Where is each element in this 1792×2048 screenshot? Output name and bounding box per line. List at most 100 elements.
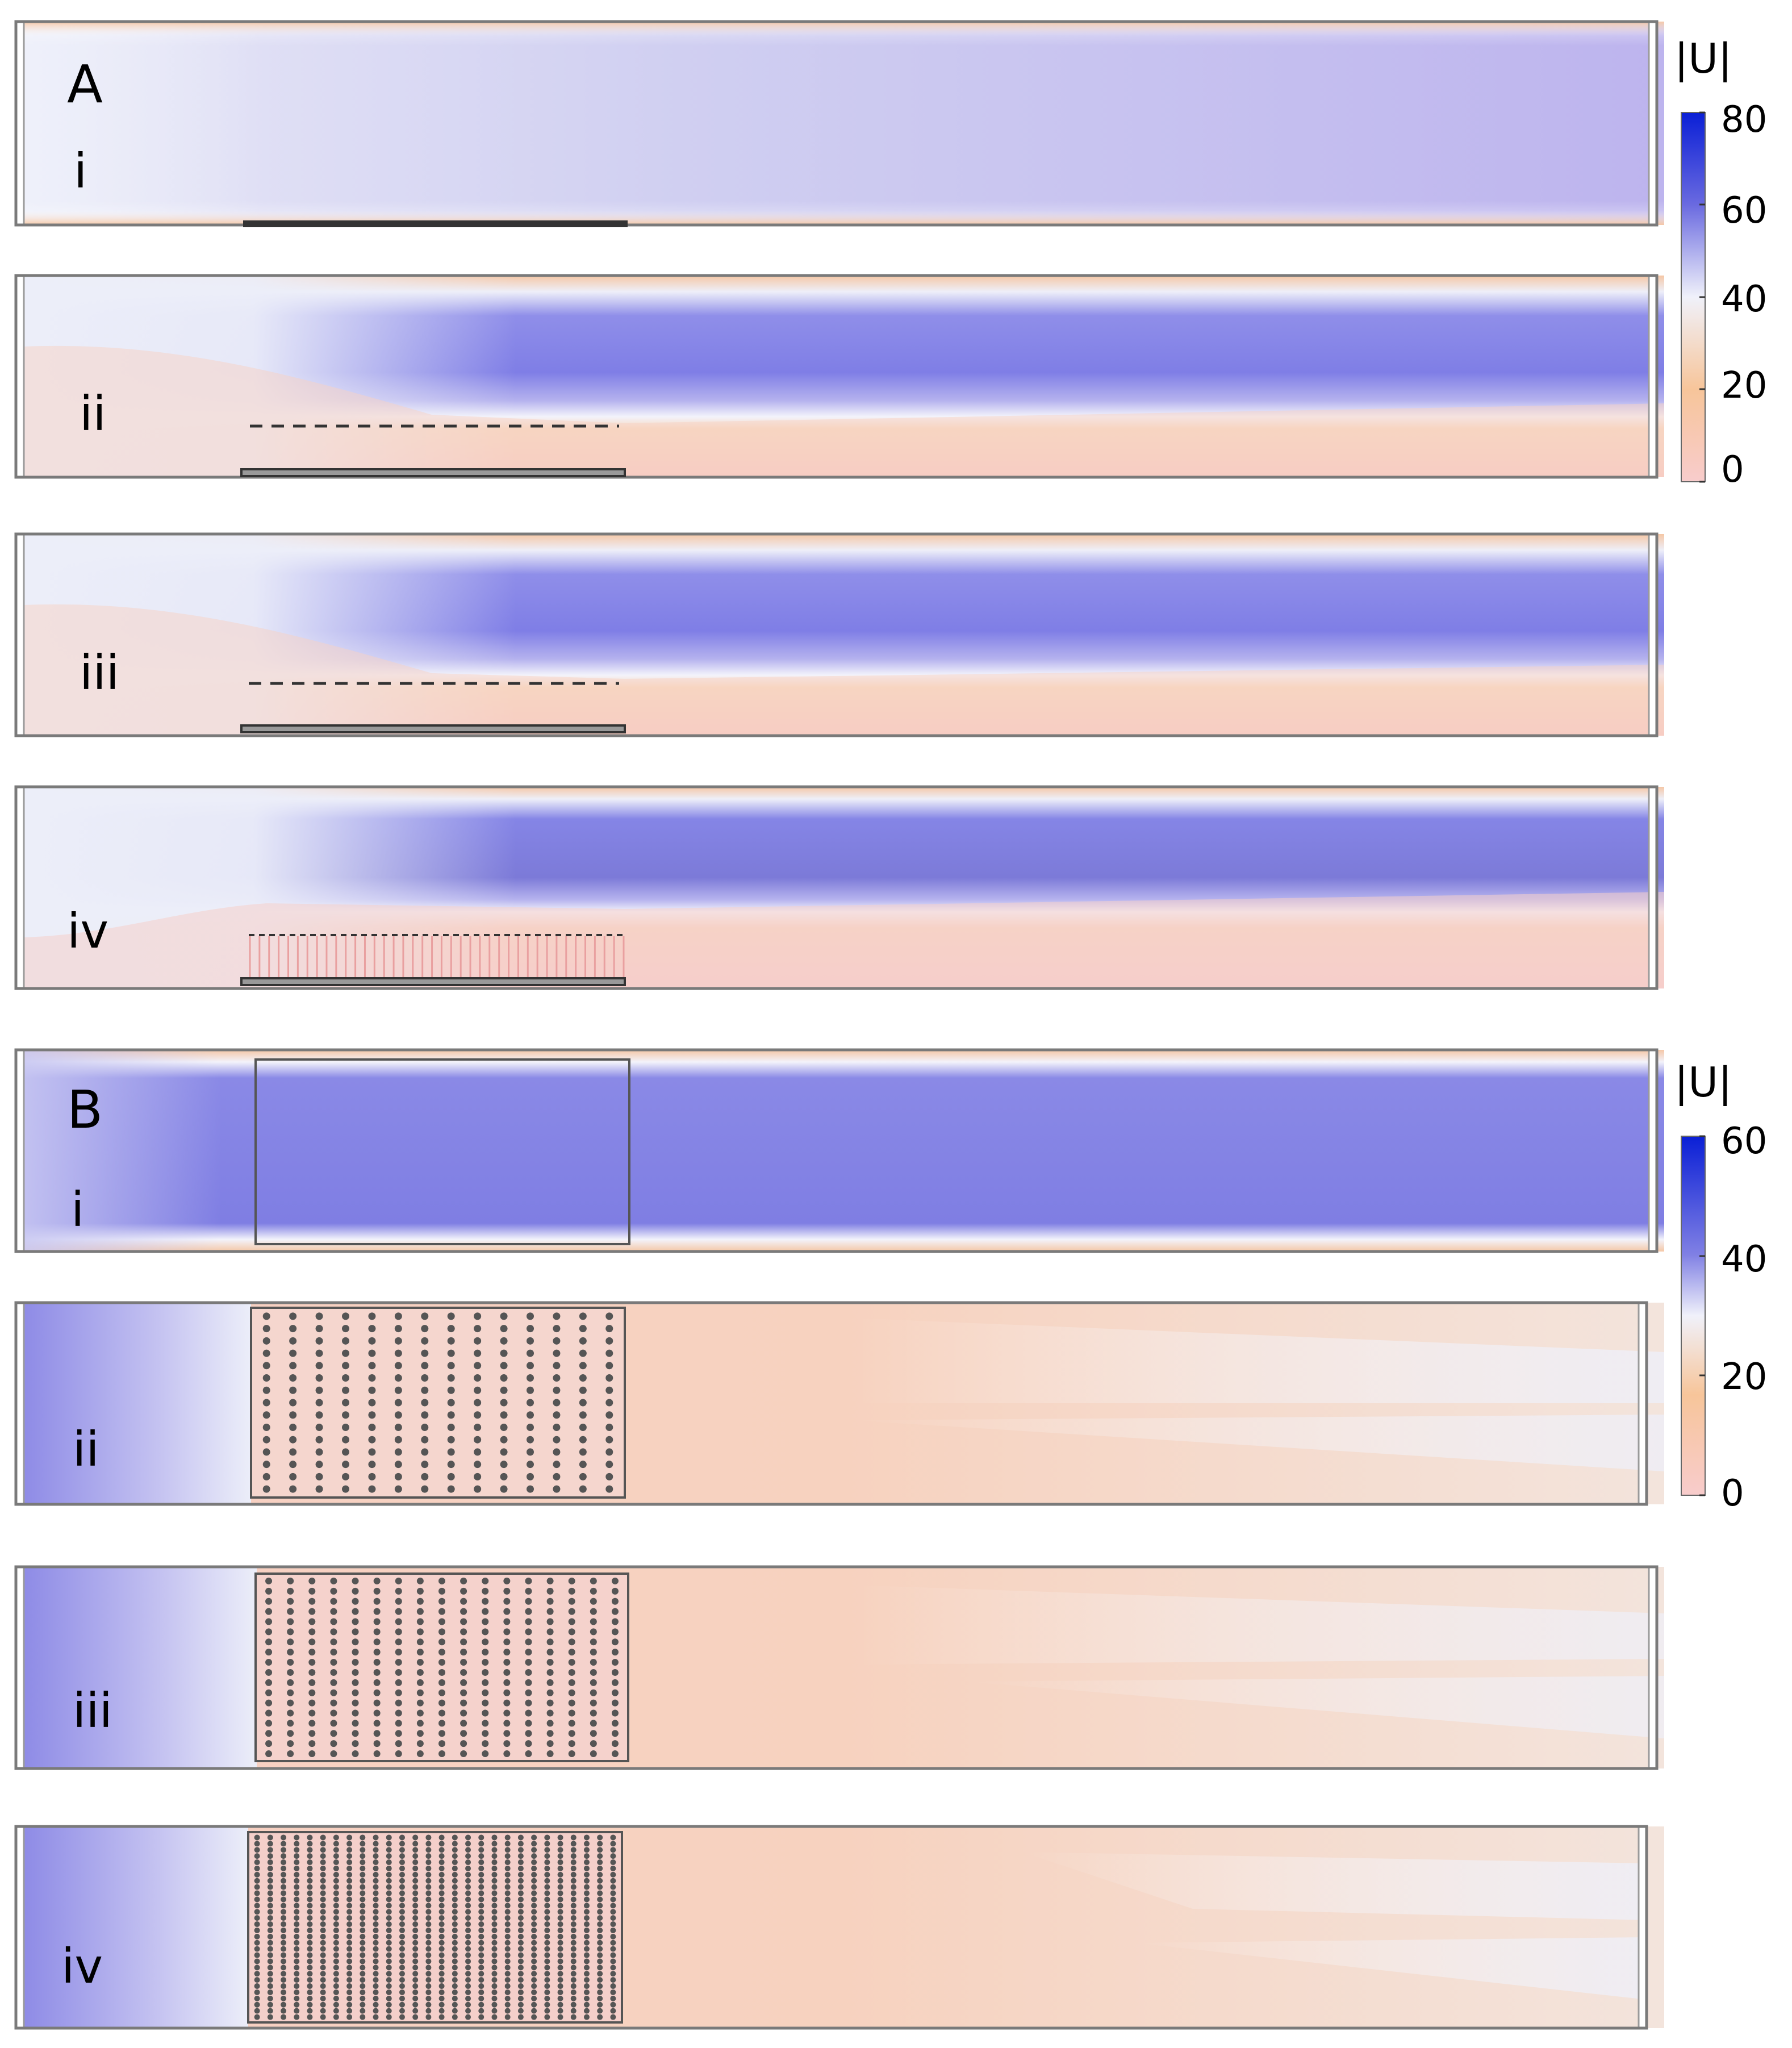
- pillar: [373, 1587, 381, 1595]
- pillar: [610, 1834, 616, 1841]
- pillar: [478, 1896, 484, 1903]
- pillar: [373, 1709, 381, 1717]
- pillar: [373, 1921, 379, 1928]
- pillar: [267, 1871, 273, 1878]
- pillar: [399, 1841, 405, 1847]
- pillar: [553, 1423, 561, 1431]
- pillar: [330, 1730, 337, 1737]
- pillar: [373, 1915, 379, 1921]
- pillar: [346, 1834, 353, 1841]
- pillar: [544, 1915, 550, 1921]
- pillar: [597, 1896, 603, 1903]
- pillar: [590, 1689, 597, 1696]
- pillar: [307, 1971, 313, 1977]
- pillar: [583, 1909, 590, 1915]
- pillar: [333, 1915, 339, 1921]
- pillar: [611, 1597, 619, 1605]
- pillar: [546, 1618, 554, 1625]
- pillar: [570, 1834, 577, 1841]
- pillar: [517, 1865, 524, 1871]
- pillar: [254, 2001, 260, 2008]
- pillar: [399, 1896, 405, 1903]
- pillar: [412, 1859, 419, 1866]
- pillar: [360, 1989, 366, 1995]
- pillar: [553, 1399, 561, 1407]
- pillar: [474, 1423, 482, 1431]
- pillar: [346, 2001, 353, 2008]
- panel-numeral: ii: [73, 1421, 99, 1477]
- pillar: [478, 1903, 484, 1909]
- pillar: [570, 1977, 577, 1983]
- pillar: [352, 1628, 359, 1636]
- pillar: [544, 1952, 550, 1958]
- pillar: [504, 1853, 511, 1859]
- pillar: [308, 1628, 316, 1636]
- pillar: [438, 1659, 445, 1666]
- pillar: [254, 1964, 260, 1971]
- pillar: [320, 1939, 326, 1946]
- pillar: [447, 1374, 455, 1382]
- pillar: [531, 1964, 537, 1971]
- pillar: [482, 1699, 489, 1707]
- pillar: [360, 2014, 366, 2020]
- pillar: [360, 1939, 366, 1946]
- pillar: [373, 1834, 379, 1841]
- pillar: [333, 1983, 339, 1989]
- pillar: [553, 1461, 561, 1469]
- pillar: [308, 1669, 316, 1676]
- pillar: [399, 1865, 405, 1871]
- pillar: [610, 1903, 616, 1909]
- pillar: [517, 1903, 524, 1909]
- pillar: [320, 1964, 326, 1971]
- pillar: [307, 2001, 313, 2008]
- pillar: [373, 1952, 379, 1958]
- pillar: [460, 1720, 467, 1727]
- pillar: [597, 1834, 603, 1841]
- pillar: [500, 1473, 508, 1480]
- pillar: [517, 1890, 524, 1896]
- pillar: [503, 1730, 511, 1737]
- pillar: [452, 1977, 458, 1983]
- pillar: [421, 1473, 429, 1480]
- pillar: [320, 1909, 326, 1915]
- pillar: [412, 1915, 419, 1921]
- pillar: [597, 1878, 603, 1884]
- pillar: [289, 1461, 297, 1469]
- pillar: [531, 2008, 537, 2014]
- pillar: [330, 1608, 337, 1615]
- pillar: [267, 1890, 273, 1896]
- pillar: [421, 1337, 429, 1345]
- pillar: [394, 1362, 402, 1370]
- pillar: [360, 1834, 366, 1841]
- pillar: [605, 1423, 613, 1431]
- pillar: [267, 1927, 273, 1933]
- pillar: [399, 1977, 405, 1983]
- pillar: [262, 1325, 270, 1333]
- pillar: [531, 1896, 537, 1903]
- pillar: [568, 1649, 575, 1656]
- colorbar-tick: 0: [1721, 1473, 1744, 1515]
- pillar: [474, 1386, 482, 1394]
- pillar: [386, 1865, 392, 1871]
- pillar: [544, 1834, 550, 1841]
- pillar: [491, 2014, 498, 2020]
- pillar: [570, 1933, 577, 1939]
- pillar: [557, 1964, 563, 1971]
- pillar: [460, 1730, 467, 1737]
- pillar: [491, 1890, 498, 1896]
- pillar: [342, 1461, 349, 1469]
- pillar: [452, 2001, 458, 2008]
- pillar: [320, 1890, 326, 1896]
- pillar: [438, 1628, 445, 1636]
- pillar: [394, 1349, 402, 1357]
- pillar: [438, 1587, 445, 1595]
- pillar: [491, 1871, 498, 1878]
- pillar: [399, 1995, 405, 2001]
- pillar: [360, 1878, 366, 1884]
- pillar: [557, 1853, 563, 1859]
- colorbar-tick: 40: [1721, 1238, 1767, 1280]
- pillar: [320, 1971, 326, 1977]
- pillar: [254, 1841, 260, 1847]
- pillar: [368, 1349, 376, 1357]
- pillar: [570, 1958, 577, 1964]
